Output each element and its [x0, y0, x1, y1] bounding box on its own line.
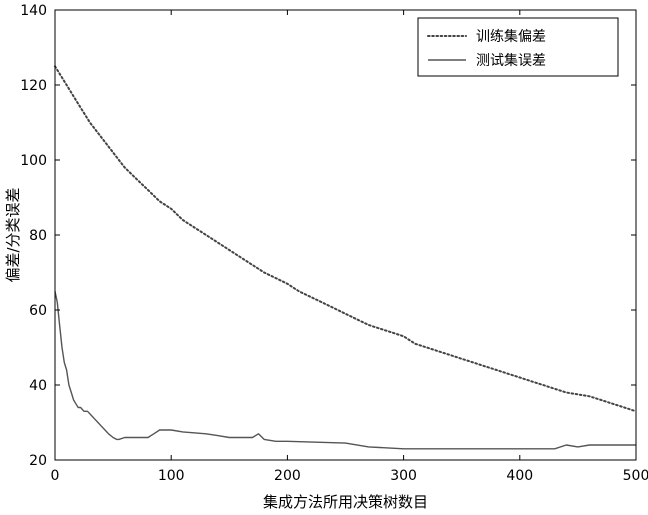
y-tick-label: 20: [29, 453, 47, 469]
y-axis-label: 偏差/分类误差: [4, 187, 22, 282]
legend-box: [417, 17, 619, 77]
series-line-1: [54, 291, 636, 450]
x-tick-label: 0: [51, 468, 60, 484]
legend-label-test-error: 测试集误差: [476, 52, 546, 69]
x-tick-label: 500: [623, 468, 648, 484]
x-tick-label: 100: [158, 468, 185, 484]
x-axis-label: 集成方法所用决策树数目: [263, 493, 428, 511]
plot-frame: [54, 9, 637, 461]
x-tick-label: 400: [506, 468, 533, 484]
legend-label-training-bias: 训练集偏差: [476, 28, 546, 45]
series-line-0: [54, 65, 637, 413]
axis-ticks: 0 100 200 300 400 500 20 40 60 80 100 120 140: [20, 3, 648, 484]
y-tick-label: 60: [29, 303, 47, 319]
legend: 训练集偏差 测试集误差: [417, 17, 619, 77]
x-tick-label: 300: [390, 468, 417, 484]
y-tick-label: 120: [20, 78, 47, 94]
y-tick-label: 80: [29, 228, 47, 244]
y-tick-label: 100: [20, 153, 47, 169]
plot-area: [54, 65, 637, 450]
y-tick-label: 40: [29, 378, 47, 394]
y-tick-label: 140: [20, 3, 47, 19]
x-tick-label: 200: [274, 468, 301, 484]
